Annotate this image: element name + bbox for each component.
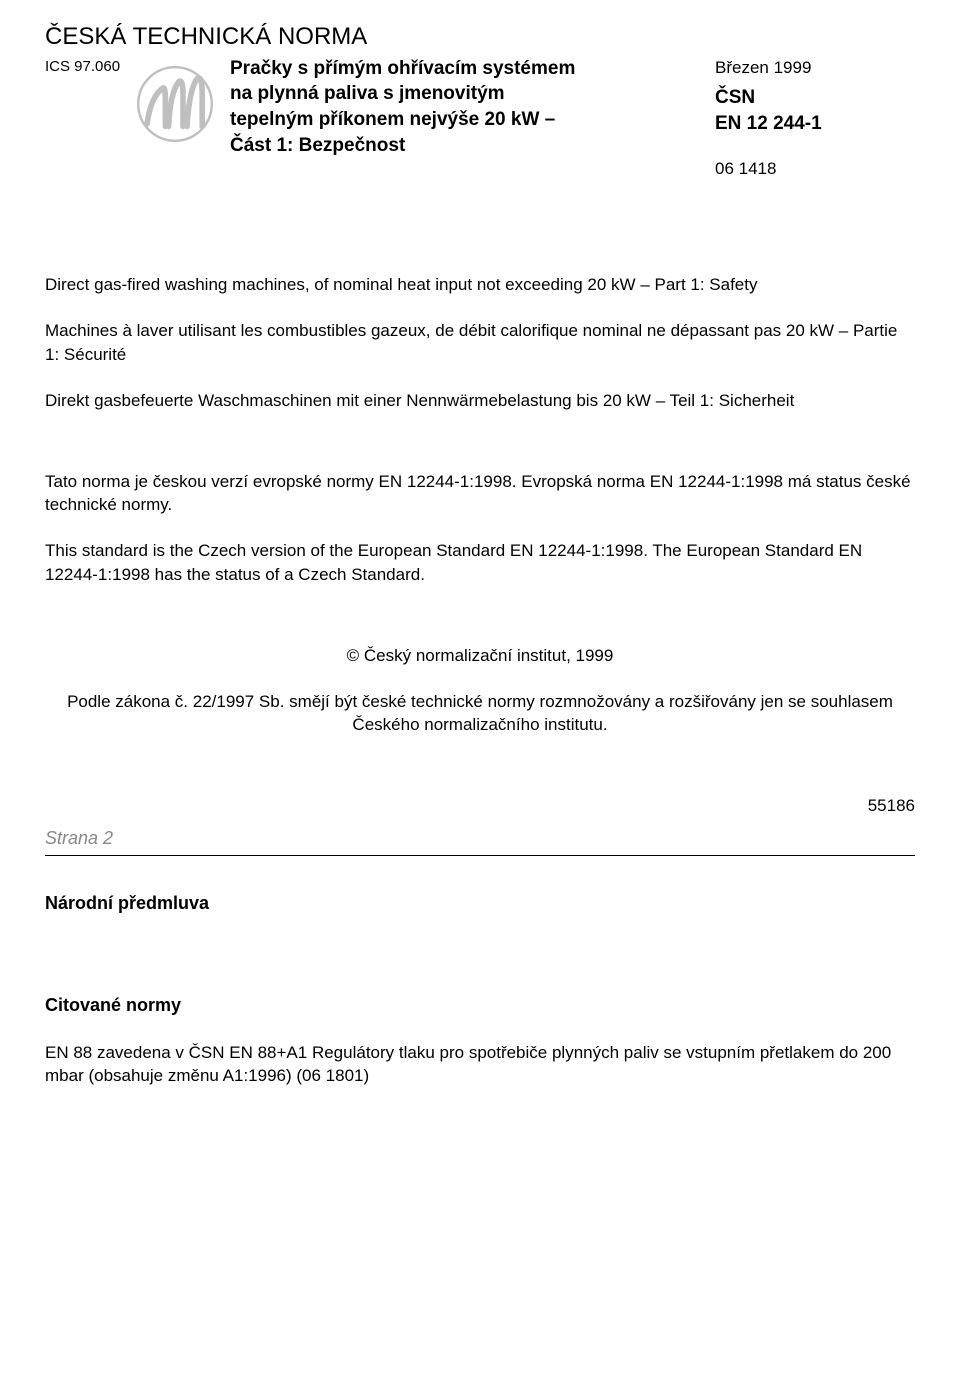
publication-date: Březen 1999 [715, 56, 915, 80]
copyright-notice: © Český normalizační institut, 1999 [45, 644, 915, 668]
title-english: Direct gas-fired washing machines, of no… [45, 273, 915, 297]
title-line-1: Pračky s přímým ohřívacím systémem [230, 58, 575, 79]
standards-logo-icon [135, 64, 215, 144]
title-line-3: tepelným příkonem nejvýše 20 kW – [230, 109, 555, 130]
header-row: ICS 97.060 Pračky s přímým ohřívacím sys… [45, 56, 915, 211]
title-line-4: Část 1: Bezpečnost [230, 135, 405, 156]
ics-code: ICS 97.060 [45, 56, 135, 77]
logo-cell [135, 56, 230, 211]
page-divider [45, 855, 915, 856]
title-french: Machines à laver utilisant les combustib… [45, 319, 915, 367]
title-line-2: na plynná paliva s jmenovitým [230, 83, 505, 104]
page-label: Strana 2 [45, 826, 915, 851]
document-title: Pračky s přímým ohřívacím systémem na pl… [230, 56, 695, 159]
law-notice: Podle zákona č. 22/1997 Sb. smějí být če… [45, 690, 915, 738]
standard-organization-title: ČESKÁ TECHNICKÁ NORMA [45, 20, 915, 54]
title-german: Direkt gasbefeuerte Waschmaschinen mit e… [45, 389, 915, 413]
section-heading-national-foreword: Národní předmluva [45, 891, 915, 916]
std-code-line-1: ČSN [715, 87, 755, 108]
document-number: 55186 [45, 794, 915, 818]
section-heading-cited-standards: Citované normy [45, 993, 915, 1018]
standard-code: ČSN EN 12 244-1 [715, 85, 915, 136]
title-cell: Pračky s přímým ohřívacím systémem na pl… [230, 56, 715, 211]
right-header-cell: Březen 1999 ČSN EN 12 244-1 06 1418 [715, 56, 915, 211]
std-code-line-2: EN 12 244-1 [715, 113, 822, 134]
status-paragraph-czech: Tato norma je českou verzí evropské norm… [45, 470, 915, 518]
cited-standard-text: EN 88 zavedena v ČSN EN 88+A1 Regulátory… [45, 1041, 915, 1089]
classification-code: 06 1418 [715, 157, 915, 181]
status-paragraph-english: This standard is the Czech version of th… [45, 539, 915, 587]
